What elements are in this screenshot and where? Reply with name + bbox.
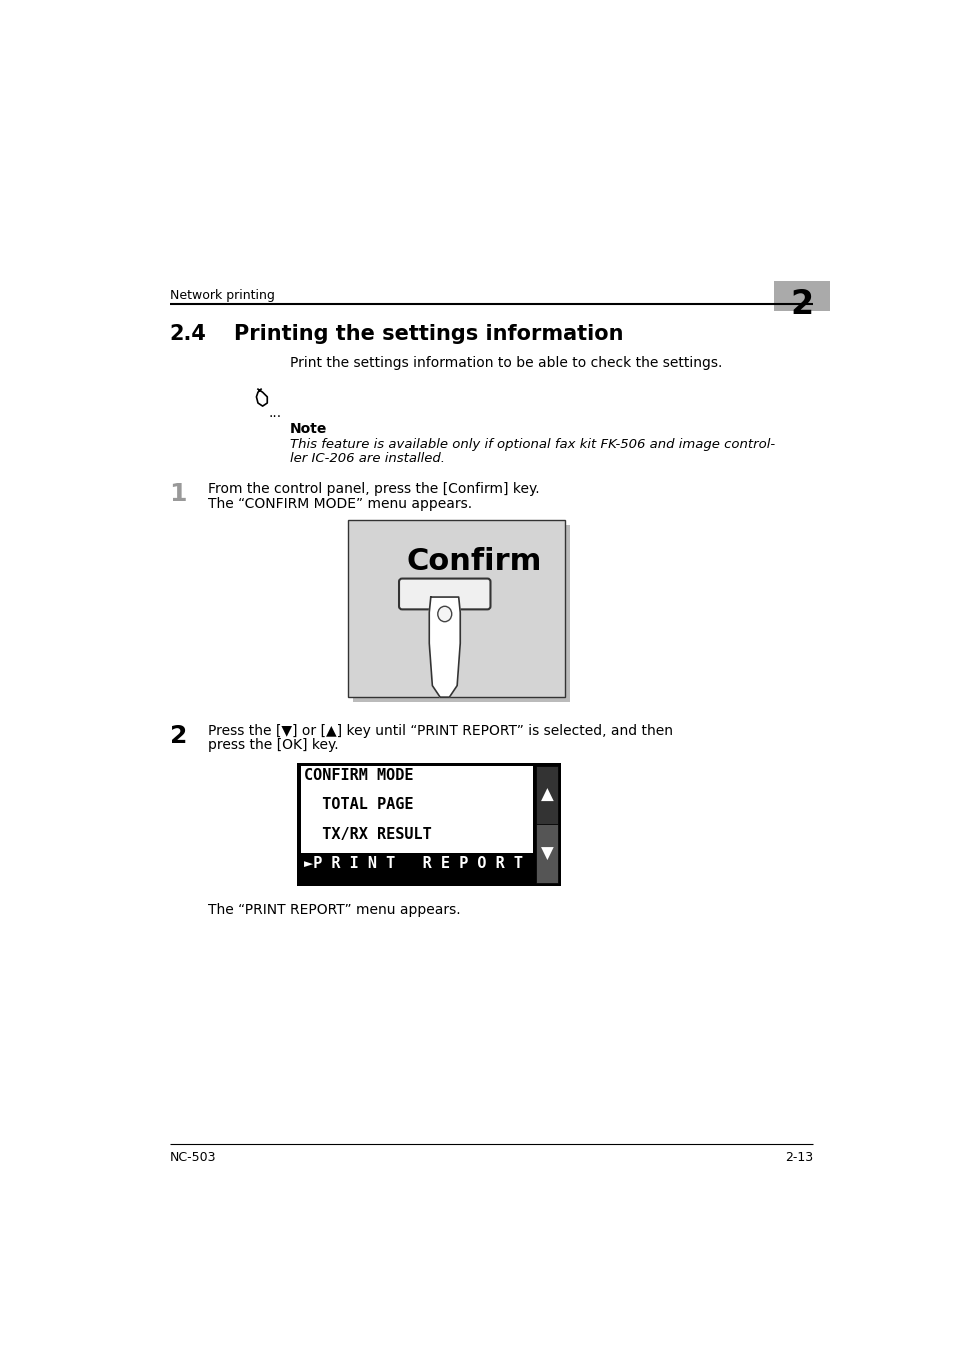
Text: Printing the settings information: Printing the settings information — [233, 324, 623, 344]
Text: Note: Note — [290, 423, 327, 436]
Text: This feature is available only if optional fax kit FK-506 and image control-: This feature is available only if option… — [290, 437, 774, 451]
Bar — [773, 281, 829, 311]
Text: ►P R I N T   R E P O R T: ►P R I N T R E P O R T — [303, 856, 522, 871]
Text: The “PRINT REPORT” menu appears.: The “PRINT REPORT” menu appears. — [208, 903, 460, 917]
Text: Press the [▼] or [▲] key until “PRINT REPORT” is selected, and then: Press the [▼] or [▲] key until “PRINT RE… — [208, 724, 673, 738]
Text: NC-503: NC-503 — [170, 1152, 216, 1165]
Text: From the control panel, press the [Confirm] key.: From the control panel, press the [Confi… — [208, 482, 539, 495]
Bar — [300, 765, 533, 883]
Text: TX/RX RESULT: TX/RX RESULT — [303, 826, 431, 841]
Bar — [536, 825, 558, 883]
Bar — [348, 520, 564, 697]
Text: ▲: ▲ — [540, 786, 553, 805]
Text: 2: 2 — [170, 724, 187, 748]
Text: 2-13: 2-13 — [784, 1152, 812, 1165]
Ellipse shape — [437, 606, 452, 622]
Bar — [353, 525, 569, 702]
Text: The “CONFIRM MODE” menu appears.: The “CONFIRM MODE” menu appears. — [208, 497, 472, 510]
Bar — [297, 763, 560, 886]
Text: press the [OK] key.: press the [OK] key. — [208, 738, 338, 752]
Text: 2: 2 — [790, 288, 813, 320]
Text: Print the settings information to be able to check the settings.: Print the settings information to be abl… — [290, 356, 721, 370]
Text: Confirm: Confirm — [406, 547, 541, 576]
Text: CONFIRM MODE: CONFIRM MODE — [303, 768, 413, 783]
Text: 1: 1 — [170, 482, 187, 505]
Text: TOTAL PAGE: TOTAL PAGE — [303, 798, 413, 813]
Text: Network printing: Network printing — [170, 289, 274, 302]
Bar — [300, 853, 533, 883]
Text: ler IC-206 are installed.: ler IC-206 are installed. — [290, 451, 444, 464]
FancyBboxPatch shape — [398, 579, 490, 609]
Text: ...: ... — [269, 406, 282, 420]
Text: 2.4: 2.4 — [170, 324, 206, 344]
Bar — [536, 765, 558, 825]
Text: ▼: ▼ — [540, 845, 553, 863]
Polygon shape — [429, 597, 459, 697]
